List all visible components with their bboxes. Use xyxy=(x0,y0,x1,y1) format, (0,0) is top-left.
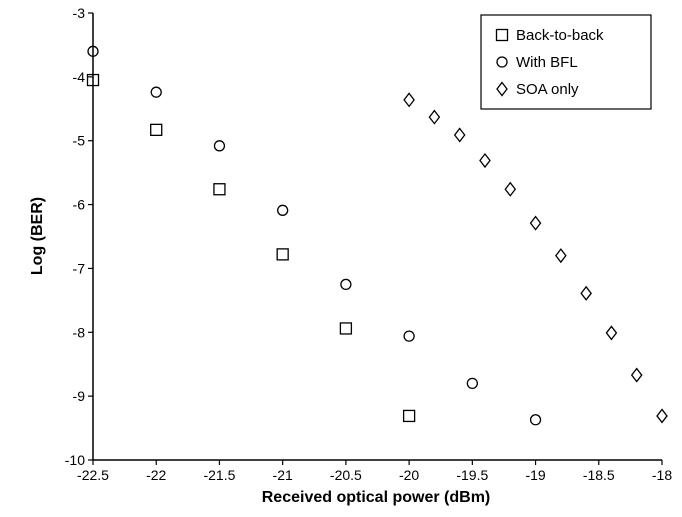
x-tick-label: -22 xyxy=(146,467,166,483)
y-tick-label: -6 xyxy=(73,197,86,213)
square-marker xyxy=(86,73,100,87)
x-tick-label: -18.5 xyxy=(583,467,615,483)
diamond-marker xyxy=(630,367,643,383)
legend-label: With BFL xyxy=(516,54,578,71)
series-circle xyxy=(87,45,542,426)
circle-marker xyxy=(150,86,162,98)
circle-marker xyxy=(403,330,415,342)
x-axis-ticks: -22.5 -22 -21.5 -21 -20.5 -20 -19.5 -19 -18.5 -18 xyxy=(77,460,672,483)
diamond-marker xyxy=(428,109,441,125)
legend-label: Back-to-back xyxy=(516,27,604,44)
diamond-marker xyxy=(504,181,517,197)
y-tick-label: -9 xyxy=(73,388,86,404)
x-axis-title: Received optical power (dBm) xyxy=(262,489,491,506)
x-tick-label: -18 xyxy=(652,467,672,483)
x-tick-label: -21.5 xyxy=(203,467,235,483)
diamond-marker xyxy=(403,92,415,108)
diamond-marker xyxy=(605,325,618,341)
y-axis-ticks: -3 -4 -5 -6 -7 -8 -9 -10 xyxy=(65,5,93,468)
circle-marker xyxy=(277,204,289,216)
diamond-marker xyxy=(479,152,491,169)
circle-marker xyxy=(213,140,226,152)
x-tick-label: -21 xyxy=(273,467,293,483)
x-tick-label: -20.5 xyxy=(330,467,362,483)
y-axis-title: Log (BER) xyxy=(29,197,46,275)
square-marker xyxy=(339,322,353,335)
x-tick-label: -19.5 xyxy=(456,467,488,483)
circle-marker xyxy=(340,278,352,291)
legend-box xyxy=(480,14,652,110)
x-tick-label: -19 xyxy=(525,467,545,483)
y-tick-label: -8 xyxy=(73,324,86,340)
y-tick-label: -3 xyxy=(73,5,86,21)
legend: Back-to-back With BFL SOA only xyxy=(480,14,652,110)
y-tick-label: -4 xyxy=(73,69,86,85)
series-diamond xyxy=(403,92,668,424)
diamond-marker xyxy=(580,285,592,301)
legend-diamond-icon xyxy=(496,81,508,97)
legend-circle-icon xyxy=(496,56,508,68)
y-tick-label: -10 xyxy=(65,452,85,468)
square-marker xyxy=(213,183,226,196)
y-tick-label: -5 xyxy=(73,133,86,149)
circle-marker xyxy=(466,377,478,390)
chart-axes xyxy=(92,13,662,461)
legend-square-icon xyxy=(495,28,509,42)
x-tick-label: -20 xyxy=(399,467,419,483)
y-tick-label: -7 xyxy=(73,260,86,276)
diamond-marker xyxy=(656,408,668,424)
x-tick-label: -22.5 xyxy=(77,467,109,483)
circle-marker xyxy=(87,45,99,57)
data-markers xyxy=(86,45,668,426)
square-marker xyxy=(276,248,289,261)
series-square xyxy=(86,73,416,423)
diamond-marker xyxy=(555,248,567,264)
circle-marker xyxy=(529,414,542,426)
square-marker xyxy=(402,409,416,423)
square-marker xyxy=(150,123,163,137)
diamond-marker xyxy=(529,215,542,231)
legend-label: SOA only xyxy=(516,81,579,98)
diamond-marker xyxy=(453,127,466,143)
